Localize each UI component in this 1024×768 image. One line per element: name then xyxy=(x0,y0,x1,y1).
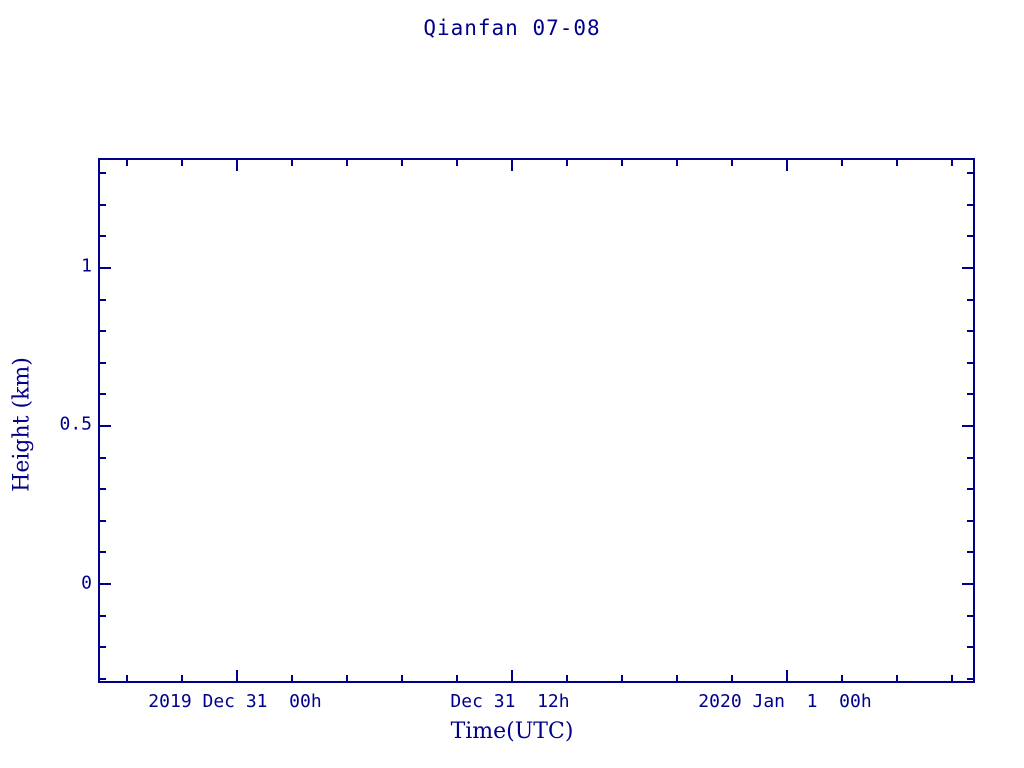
x-tick-bottom xyxy=(291,675,293,681)
x-tick-bottom xyxy=(566,675,568,681)
y-tick-left xyxy=(100,393,106,396)
y-tick-left xyxy=(100,267,111,269)
y-tick-right xyxy=(962,425,973,427)
x-tick-top xyxy=(181,160,183,166)
x-tick-top xyxy=(731,160,733,166)
y-tick-left xyxy=(100,614,106,617)
x-tick-top xyxy=(786,160,788,171)
x-tick-bottom xyxy=(841,675,843,681)
y-tick-right xyxy=(967,393,973,396)
y-tick-right xyxy=(967,361,973,364)
x-tick-bottom xyxy=(181,675,183,681)
x-tick-top xyxy=(401,160,403,166)
x-tick-label: 2020 Jan 1 00h xyxy=(698,691,872,712)
y-tick-right xyxy=(967,172,973,175)
x-tick-top xyxy=(841,160,843,166)
y-tick-right xyxy=(967,551,973,554)
y-tick-label: 1 xyxy=(81,255,92,277)
y-tick-left xyxy=(100,203,106,206)
y-tick-right xyxy=(967,677,973,680)
y-tick-left xyxy=(100,677,106,680)
x-tick-top xyxy=(676,160,678,166)
y-tick-right xyxy=(967,456,973,459)
x-tick-top xyxy=(951,160,953,166)
x-tick-top xyxy=(456,160,458,166)
x-tick-top xyxy=(566,160,568,166)
x-tick-bottom xyxy=(346,675,348,681)
x-tick-top xyxy=(291,160,293,166)
x-tick-label: 2019 Dec 31 00h xyxy=(148,691,322,712)
plot-frame xyxy=(98,158,975,683)
x-tick-bottom xyxy=(786,670,788,681)
x-tick-bottom xyxy=(126,675,128,681)
y-tick-right xyxy=(967,646,973,649)
y-tick-left xyxy=(100,298,106,301)
x-tick-bottom xyxy=(731,675,733,681)
y-tick-left xyxy=(100,235,106,238)
y-tick-right xyxy=(962,583,973,585)
y-tick-right xyxy=(967,235,973,238)
y-tick-left xyxy=(100,330,106,333)
y-tick-left xyxy=(100,425,111,427)
x-tick-bottom xyxy=(951,675,953,681)
y-tick-left xyxy=(100,583,111,585)
y-tick-left xyxy=(100,551,106,554)
x-tick-bottom xyxy=(236,670,238,681)
chart-title: Qianfan 07-08 xyxy=(423,16,601,40)
x-tick-bottom xyxy=(676,675,678,681)
x-tick-label: Dec 31 12h xyxy=(450,691,570,712)
y-tick-left xyxy=(100,519,106,522)
x-tick-top xyxy=(126,160,128,166)
x-tick-top xyxy=(896,160,898,166)
y-tick-label: 0 xyxy=(81,572,92,594)
y-tick-right xyxy=(967,488,973,491)
x-tick-bottom xyxy=(401,675,403,681)
y-tick-left xyxy=(100,172,106,175)
y-tick-left xyxy=(100,488,106,491)
x-tick-bottom xyxy=(896,675,898,681)
x-tick-top xyxy=(511,160,513,171)
plot-area xyxy=(100,160,973,681)
y-axis-title: Height (km) xyxy=(9,357,35,492)
y-tick-right xyxy=(962,267,973,269)
y-tick-left xyxy=(100,456,106,459)
y-tick-left xyxy=(100,646,106,649)
y-tick-right xyxy=(967,203,973,206)
x-tick-top xyxy=(236,160,238,171)
x-tick-top xyxy=(621,160,623,166)
y-tick-right xyxy=(967,614,973,617)
y-tick-left xyxy=(100,361,106,364)
x-tick-top xyxy=(346,160,348,166)
y-tick-right xyxy=(967,330,973,333)
y-tick-label: 0.5 xyxy=(59,413,92,435)
x-tick-bottom xyxy=(511,670,513,681)
x-tick-bottom xyxy=(621,675,623,681)
x-axis-title: Time(UTC) xyxy=(450,719,574,744)
y-tick-right xyxy=(967,519,973,522)
y-tick-right xyxy=(967,298,973,301)
x-tick-bottom xyxy=(456,675,458,681)
